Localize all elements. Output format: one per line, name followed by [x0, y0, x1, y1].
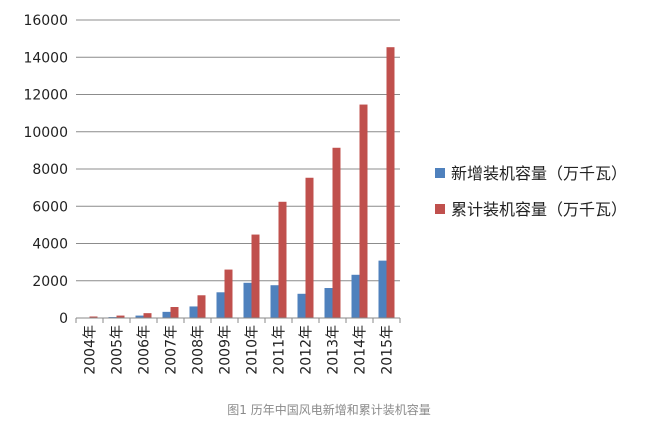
x-tick-label: 2004年	[83, 325, 99, 375]
x-tick-label: 2005年	[110, 325, 126, 375]
legend: 新增装机容量（万千瓦） 累计装机容量（万千瓦）	[435, 164, 627, 219]
bar	[297, 293, 306, 318]
x-axis	[75, 317, 401, 323]
x-axis-ticks: 2004年 2005年 2006年 2007年 2008年 2009年 2010年 2011年…	[83, 325, 396, 375]
bar	[378, 260, 387, 318]
y-tick-label: 16000	[23, 13, 68, 29]
y-tick-label: 10000	[23, 125, 68, 141]
bar	[270, 285, 279, 318]
x-tick-label: 2013年	[326, 325, 342, 375]
y-tick-label: 14000	[23, 50, 68, 66]
legend-label: 累计装机容量（万千瓦）	[451, 200, 627, 219]
y-tick-label: 2000	[32, 274, 68, 290]
x-tick-label: 2014年	[353, 325, 369, 375]
bar	[162, 311, 171, 318]
bar	[135, 315, 144, 318]
bar	[143, 313, 152, 318]
y-tick-label: 0	[59, 311, 68, 327]
legend-swatch	[435, 204, 445, 214]
legend-label: 新增装机容量（万千瓦）	[451, 164, 627, 183]
bar	[224, 269, 233, 318]
bar	[305, 177, 314, 318]
bar	[386, 47, 395, 318]
bar	[116, 315, 125, 318]
y-tick-label: 4000	[32, 237, 68, 253]
bar	[351, 274, 360, 318]
x-tick-label: 2010年	[245, 325, 261, 375]
y-tick-label: 6000	[32, 199, 68, 215]
bar	[332, 147, 341, 318]
x-tick-label: 2006年	[137, 325, 153, 375]
x-tick-label: 2011年	[272, 325, 288, 375]
gridlines	[76, 19, 400, 319]
y-axis-ticks: 0 2000 4000 6000 8000 10000 12000 14000 16000	[23, 13, 68, 327]
figure-caption: 图1 历年中国风电新增和累计装机容量	[227, 403, 431, 417]
bar	[359, 104, 368, 319]
bar	[89, 316, 98, 318]
bar	[243, 282, 252, 318]
bar	[170, 307, 179, 318]
bar	[324, 288, 333, 318]
bars	[81, 47, 395, 319]
legend-swatch	[435, 168, 445, 178]
bar-chart: 0 2000 4000 6000 8000 10000 12000 14000 16000 20…	[23, 13, 627, 375]
bar	[278, 201, 287, 318]
bar	[189, 306, 198, 318]
x-tick-label: 2009年	[218, 325, 234, 375]
y-tick-label: 8000	[32, 162, 68, 178]
x-tick-label: 2007年	[164, 325, 180, 375]
x-tick-label: 2008年	[191, 325, 207, 375]
y-tick-label: 12000	[23, 88, 68, 104]
bar	[197, 295, 206, 318]
x-tick-label: 2012年	[299, 325, 315, 375]
bar	[251, 234, 260, 318]
x-tick-label: 2015年	[380, 325, 396, 375]
bar	[216, 292, 225, 318]
